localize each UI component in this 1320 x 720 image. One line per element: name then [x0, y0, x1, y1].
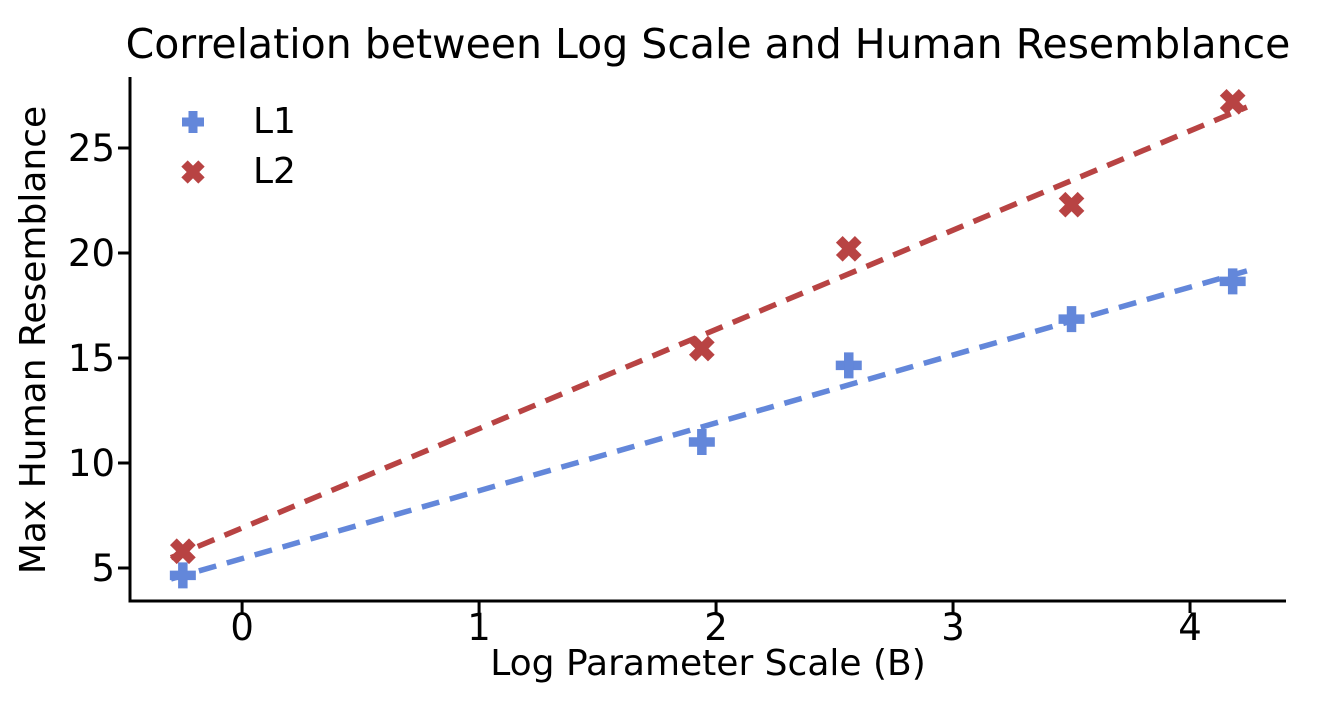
data-point-l2	[169, 538, 196, 565]
y-tick-label: 20	[68, 232, 115, 275]
data-point-l2	[1219, 88, 1246, 115]
x-axis-label: Log Parameter Scale (B)	[490, 643, 926, 684]
y-axis-label: Max Human Resemblance	[13, 105, 54, 575]
x-tick-label: 0	[230, 606, 254, 649]
data-point-l2	[1058, 191, 1085, 218]
chart-title: Correlation between Log Scale and Human …	[125, 20, 1291, 68]
legend-marker-l2	[181, 160, 205, 184]
y-tick-label: 15	[68, 337, 115, 380]
x-tick-label: 3	[941, 606, 965, 649]
legend-entry-l1: L1	[253, 101, 296, 142]
trend-line-l1	[170, 268, 1248, 582]
y-tick-label: 25	[68, 127, 115, 170]
y-tick-label: 10	[68, 442, 115, 485]
x-tick-label: 2	[704, 606, 728, 649]
data-point-l2	[835, 235, 862, 262]
trend-line-l2	[169, 104, 1248, 561]
y-tick-label: 5	[91, 547, 115, 590]
data-point-l2	[688, 335, 715, 362]
x-tick-label: 1	[467, 606, 491, 649]
x-tick-label: 4	[1178, 606, 1202, 649]
legend-entry-l2: L2	[253, 151, 296, 192]
